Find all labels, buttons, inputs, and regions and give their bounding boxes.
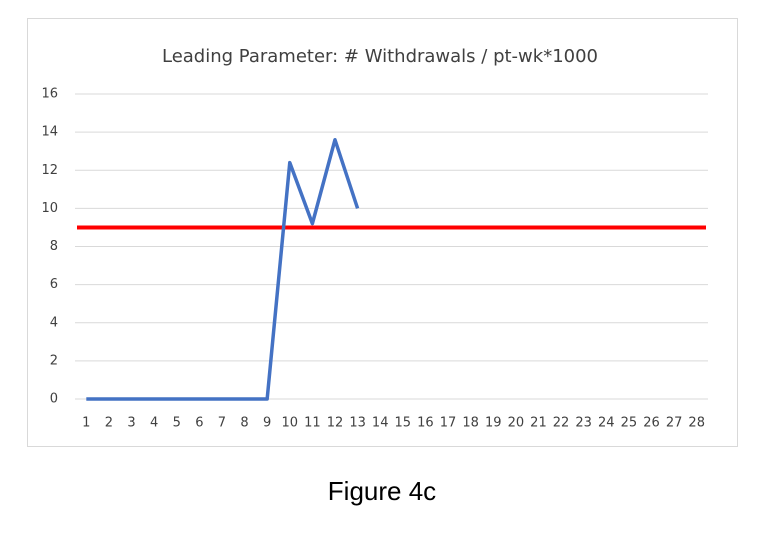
x-tick-label: 9 [263,416,271,431]
x-tick-label: 26 [643,416,660,431]
x-tick-label: 17 [440,416,457,431]
x-tick-label: 5 [173,416,181,431]
y-tick-label: 8 [50,239,58,254]
x-tick-label: 25 [621,416,638,431]
x-tick-label: 1 [82,416,90,431]
y-tick-label: 6 [50,277,58,292]
x-tick-label: 24 [598,416,615,431]
x-tick-label: 22 [553,416,570,431]
x-tick-label: 19 [485,416,502,431]
figure-caption: Figure 4c [328,476,436,506]
x-tick-label: 12 [327,416,344,431]
chart-frame [27,18,738,447]
y-tick-label: 12 [41,163,58,178]
x-tick-label: 21 [530,416,547,431]
x-tick-label: 4 [150,416,158,431]
y-tick-label: 4 [50,315,58,330]
x-tick-label: 13 [349,416,366,431]
x-tick-label: 16 [417,416,434,431]
x-tick-label: 2 [105,416,113,431]
x-tick-label: 20 [508,416,525,431]
x-tick-label: 15 [395,416,412,431]
y-tick-label: 0 [50,392,58,407]
x-tick-label: 7 [218,416,226,431]
x-tick-label: 11 [304,416,321,431]
y-tick-label: 2 [50,353,58,368]
x-tick-label: 10 [281,416,298,431]
x-tick-label: 28 [688,416,705,431]
x-tick-label: 3 [127,416,135,431]
y-tick-label: 10 [41,201,58,216]
data-line [86,138,360,401]
x-tick-label: 27 [666,416,683,431]
y-tick-label: 14 [41,125,58,140]
x-tick-label: 18 [462,416,479,431]
x-tick-label: 14 [372,416,389,431]
x-tick-label: 8 [240,416,248,431]
y-tick-label: 16 [41,87,58,102]
x-tick-label: 6 [195,416,203,431]
x-tick-label: 23 [575,416,592,431]
chart-title: Leading Parameter: # Withdrawals / pt-wk… [162,46,598,67]
